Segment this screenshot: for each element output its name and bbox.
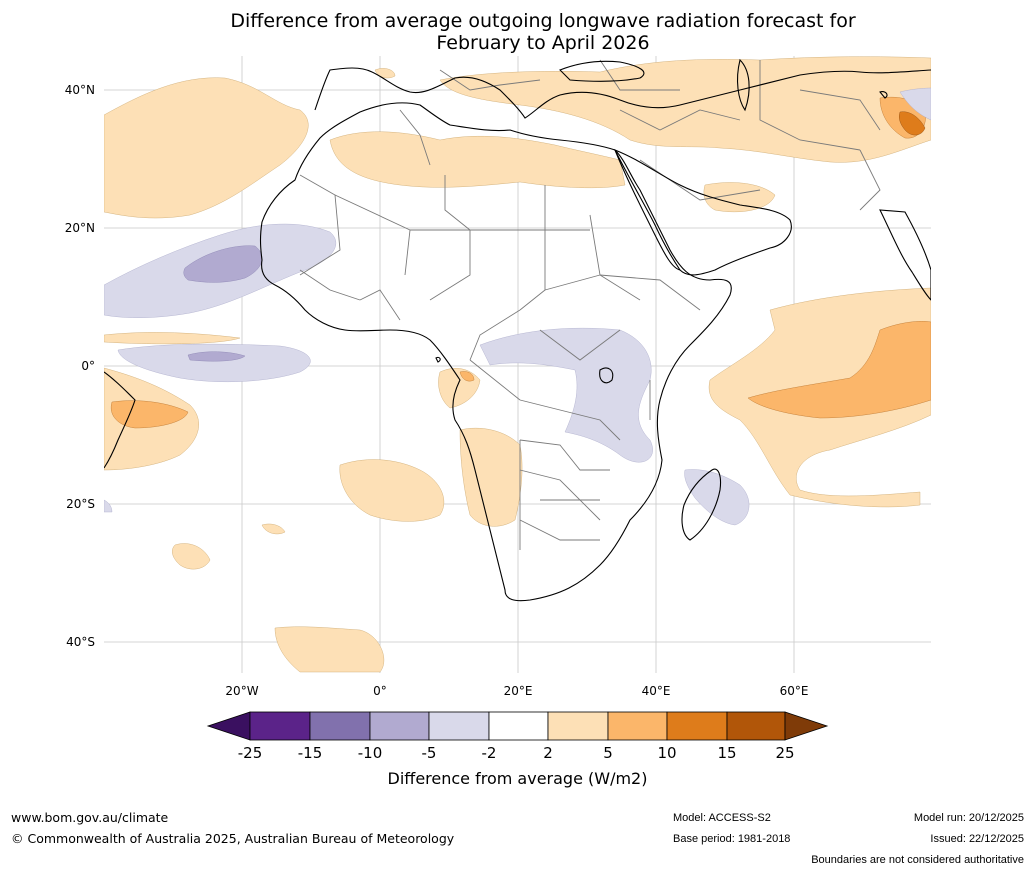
lon-label-20e: 20°E — [503, 684, 533, 698]
footer-model-run: Model run: 20/12/2025 — [913, 812, 1024, 824]
footer-url[interactable]: www.bom.gov.au/climate — [11, 810, 169, 825]
colorbar-tick: -2 — [481, 744, 497, 762]
colorbar-tick: -25 — [237, 744, 263, 762]
lat-label-0: 0° — [81, 359, 95, 373]
title-line-1: Difference from average outgoing longwav… — [230, 10, 856, 32]
lat-label-40s: 40°S — [66, 635, 95, 649]
footer-model: Model: ACCESS-S2 — [673, 812, 771, 824]
lat-label-20n: 20°N — [64, 221, 95, 235]
lon-label-60e: 60°E — [779, 684, 809, 698]
colorbar-segment — [488, 711, 549, 741]
lon-label-0: 0° — [373, 684, 387, 698]
colorbar-extend-high — [784, 711, 829, 741]
colorbar-segment — [666, 711, 728, 741]
colorbar-tick: 2 — [543, 744, 553, 762]
lon-label-40e: 40°E — [641, 684, 671, 698]
colorbar-extend-low — [206, 711, 251, 741]
map-title: Difference from average outgoing longwav… — [100, 10, 986, 54]
colorbar-tick: 10 — [657, 744, 677, 762]
colorbar-label: Difference from average (W/m2) — [387, 769, 648, 788]
colorbar-tick: -5 — [421, 744, 437, 762]
colorbar-tick: 5 — [603, 744, 613, 762]
colorbar-segment — [249, 711, 311, 741]
footer-boundaries-note: Boundaries are not considered authoritat… — [811, 854, 1024, 866]
colorbar-tick: -15 — [297, 744, 323, 762]
lat-label-40n: 40°N — [64, 83, 95, 97]
colorbar-segment — [428, 711, 490, 741]
coastlines — [104, 58, 931, 602]
colorbar-tick: -10 — [357, 744, 383, 762]
colorbar-tick: 25 — [775, 744, 795, 762]
anomaly-10-to-15-regions — [899, 111, 926, 136]
footer-copyright: © Commonwealth of Australia 2025, Austra… — [11, 831, 455, 846]
footer-issued: Issued: 22/12/2025 — [930, 833, 1024, 845]
title-line-2: February to April 2026 — [436, 32, 650, 54]
lon-label-20w: 20°W — [225, 684, 259, 698]
anomaly-neg5-to-neg10-regions — [183, 245, 263, 362]
colorbar-tick: 15 — [717, 744, 737, 762]
country-borders — [299, 59, 881, 550]
footer-base-period: Base period: 1981-2018 — [673, 833, 791, 845]
colorbar-segment — [726, 711, 786, 741]
lat-label-20s: 20°S — [66, 497, 95, 511]
colorbar-segment — [369, 711, 430, 741]
colorbar-segment — [309, 711, 371, 741]
colorbar-segment — [547, 711, 609, 741]
colorbar-segment — [607, 711, 668, 741]
